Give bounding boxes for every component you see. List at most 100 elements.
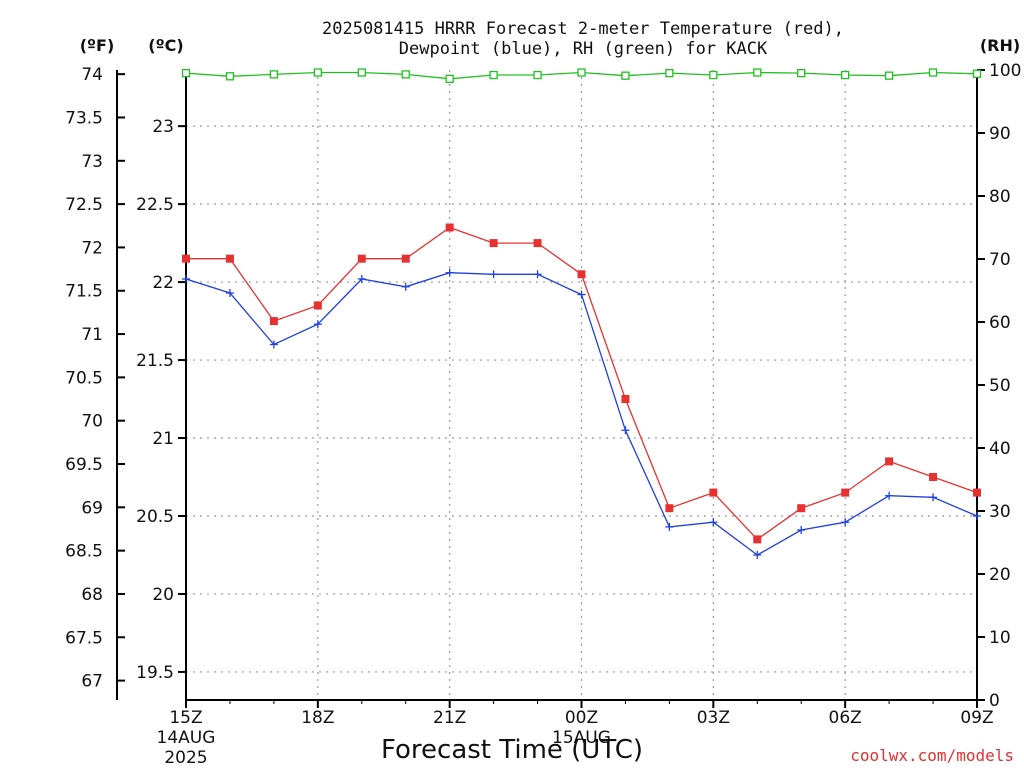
rh-point <box>665 69 674 78</box>
temperature-point <box>182 254 190 263</box>
grid-lines <box>186 70 977 700</box>
temperature-point <box>841 488 850 497</box>
chart-title-line1: 2025081415 HRRR Forecast 2-meter Tempera… <box>322 19 844 39</box>
rh-tick-label: 80 <box>989 187 1011 207</box>
rh-tick-label: 100 <box>989 61 1021 81</box>
rh-point <box>313 68 322 77</box>
dewpoint-point <box>929 493 938 502</box>
temperature-point <box>665 504 674 513</box>
dewpoint-point <box>797 526 806 535</box>
x-tick-label: 18Z <box>301 708 334 728</box>
rh-point <box>269 70 279 79</box>
rh-tick-label: 30 <box>989 502 1011 522</box>
dewpoint-point <box>269 340 278 349</box>
rh-point <box>928 68 938 77</box>
temperature-point <box>929 473 938 482</box>
dewpoint-point <box>225 288 234 297</box>
temperature-point <box>973 488 981 497</box>
dewpoint-point <box>841 518 850 527</box>
x-tick-label: 21Z <box>433 708 466 728</box>
celsius-unit-label: (ºC) <box>148 36 183 55</box>
dewpoint-point <box>357 274 366 283</box>
fahrenheit-tick-label: 67.5 <box>65 628 103 648</box>
fahrenheit-tick-label: 73.5 <box>65 108 103 128</box>
dewpoint-point <box>621 426 630 435</box>
temperature-point <box>445 223 454 232</box>
temperature-point <box>225 254 234 263</box>
fahrenheit-tick-label: 72 <box>81 238 103 258</box>
fahrenheit-tick-label: 73 <box>81 152 103 172</box>
rh-point <box>972 69 982 78</box>
rh-point <box>753 68 762 77</box>
x-tick-date-label: 14AUG <box>157 728 216 748</box>
fahrenheit-tick-label: 74 <box>81 65 103 85</box>
dewpoint-point <box>709 518 718 527</box>
fahrenheit-tick-label: 72.5 <box>65 195 103 215</box>
rh-point <box>181 69 191 78</box>
fahrenheit-tick-label: 69 <box>81 498 103 518</box>
rh-tick-label: 70 <box>989 250 1011 270</box>
x-tick-label: 15Z <box>169 708 202 728</box>
temperature-point <box>401 254 410 263</box>
x-tick-date-label: 15AUG <box>552 728 611 748</box>
dewpoint-point <box>182 274 190 283</box>
x-axis-label: Forecast Time (UTC) <box>381 735 643 765</box>
celsius-tick-label: 23 <box>152 117 174 137</box>
temperature-point <box>709 488 718 497</box>
dewpoint-point <box>885 491 894 500</box>
fahrenheit-tick-label: 71.5 <box>65 282 103 302</box>
fahrenheit-tick-label: 68 <box>81 585 103 605</box>
dewpoint-point <box>533 270 542 279</box>
celsius-tick-label: 21.5 <box>136 351 174 371</box>
rh-point <box>533 70 542 80</box>
x-tick-year-label: 2025 <box>164 748 207 768</box>
temperature-point <box>621 395 630 404</box>
rh-tick-label: 20 <box>989 565 1011 585</box>
fahrenheit-unit-label: (ºF) <box>80 36 115 55</box>
rh-point <box>621 71 630 80</box>
rh-point <box>445 74 454 83</box>
dewpoint-point <box>665 522 674 531</box>
rh-tick-label: 90 <box>989 124 1011 144</box>
rh-tick-label: 0 <box>989 691 1000 711</box>
celsius-tick-label: 20.5 <box>136 507 174 527</box>
temperature-point <box>753 535 762 544</box>
rh-point <box>401 70 410 79</box>
fahrenheit-tick-label: 68.5 <box>65 542 103 562</box>
rh-unit-label: (RH) <box>980 36 1020 55</box>
dewpoint-point <box>445 268 454 277</box>
rh-point <box>225 72 235 81</box>
x-tick-label: 06Z <box>829 708 862 728</box>
dewpoint-point <box>577 290 586 299</box>
x-tick-label: 09Z <box>960 708 993 728</box>
celsius-tick-label: 20 <box>152 585 174 605</box>
rh-tick-label: 10 <box>989 628 1011 648</box>
rh-tick-label: 40 <box>989 439 1011 459</box>
fahrenheit-tick-label: 71 <box>81 325 103 345</box>
temperature-point <box>797 504 806 513</box>
dewpoint-point <box>753 550 762 559</box>
x-tick-label: 00Z <box>565 708 598 728</box>
temperature-point <box>269 317 278 326</box>
rh-point <box>709 70 718 80</box>
chart-title-line2: Dewpoint (blue), RH (green) for KACK <box>399 39 768 59</box>
fahrenheit-tick-label: 70.5 <box>65 368 103 388</box>
dewpoint-point <box>401 282 410 291</box>
rh-point <box>884 71 894 80</box>
credit-text: coolwx.com/models <box>850 746 1014 765</box>
fahrenheit-tick-label: 69.5 <box>65 455 103 475</box>
rh-tick-label: 50 <box>989 376 1011 396</box>
dewpoint-point <box>313 320 322 329</box>
celsius-tick-label: 22.5 <box>136 195 174 215</box>
rh-point <box>357 68 366 77</box>
temperature-point <box>313 301 322 310</box>
temperature-point <box>357 254 366 263</box>
temperature-point <box>885 457 894 466</box>
rh-point <box>489 70 498 80</box>
celsius-tick-label: 19.5 <box>136 663 174 683</box>
x-tick-label: 03Z <box>697 708 730 728</box>
rh-point <box>577 68 586 77</box>
rh-point <box>841 70 850 80</box>
